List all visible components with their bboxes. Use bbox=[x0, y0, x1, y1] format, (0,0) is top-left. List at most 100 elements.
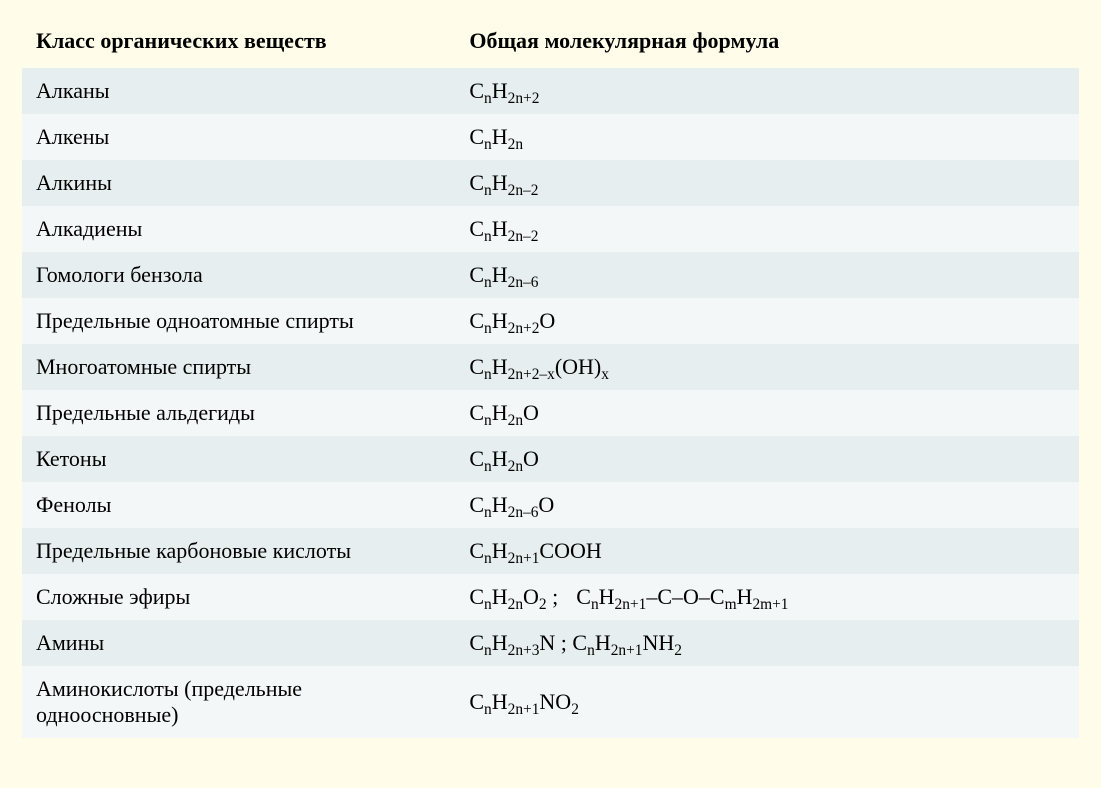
formula-cell: CnH2n+1NO2 bbox=[455, 666, 1079, 738]
formula-subscript: 2n+2 bbox=[508, 90, 540, 107]
formula-subscript: n bbox=[484, 642, 492, 659]
formula-text: H bbox=[492, 630, 508, 655]
formula-text: H bbox=[737, 584, 753, 609]
header-right: Общая молекулярная формула bbox=[455, 18, 1079, 68]
formula-subscript: 2n–6 bbox=[508, 504, 539, 521]
organic-classes-table: Класс органических веществ Общая молекул… bbox=[22, 18, 1079, 738]
formula-subscript: 2n–6 bbox=[508, 274, 539, 291]
formula-subscript: n bbox=[484, 550, 492, 567]
formula-text: H bbox=[492, 170, 508, 195]
formula-text: H bbox=[492, 216, 508, 241]
class-label: Амины bbox=[22, 620, 455, 666]
formula-subscript: 2n+1 bbox=[508, 550, 540, 567]
formula-subscript: n bbox=[591, 596, 599, 613]
formula-text: O bbox=[523, 446, 539, 471]
formula-subscript: n bbox=[587, 642, 595, 659]
formula-cell: CnH2nO2 ;CnH2n+1–C–O–CmH2m+1 bbox=[455, 574, 1079, 620]
formula-subscript: n bbox=[484, 596, 492, 613]
formula-text: C bbox=[469, 492, 484, 517]
formula-text: H bbox=[492, 492, 508, 517]
table-row: Гомологи бензолаCnH2n–6 bbox=[22, 252, 1079, 298]
header-left: Класс органических веществ bbox=[22, 18, 455, 68]
class-label: Предельные одноатомные спирты bbox=[22, 298, 455, 344]
table-row: Алкадиены CnH2n–2 bbox=[22, 206, 1079, 252]
table-row: Аминокислоты (предельные одноосновные) Cn… bbox=[22, 666, 1079, 738]
formula-cell: CnH2nO bbox=[455, 390, 1079, 436]
formula-text: H bbox=[492, 689, 508, 714]
formula-text: H bbox=[492, 308, 508, 333]
formula-cell: CnH2n–6O bbox=[455, 482, 1079, 528]
formula-subscript: n bbox=[484, 366, 492, 383]
formula-cell: CnH2n bbox=[455, 114, 1079, 160]
formula-text: H bbox=[599, 584, 615, 609]
class-label: Аминокислоты (предельные одноосновные) bbox=[22, 666, 455, 738]
formula-text: C bbox=[469, 78, 484, 103]
table-row: АлкиныCnH2n–2 bbox=[22, 160, 1079, 206]
formula-text: H bbox=[492, 584, 508, 609]
class-label: Алкадиены bbox=[22, 206, 455, 252]
formula-text: H bbox=[492, 262, 508, 287]
formula: CnH2n–6 bbox=[469, 262, 538, 287]
formula-subscript: m bbox=[725, 596, 737, 613]
formula-subscript: 2 bbox=[674, 642, 682, 659]
table-row: Предельные одноатомные спиртыCnH2n+2O bbox=[22, 298, 1079, 344]
formula-subscript: 2n+2 bbox=[508, 320, 540, 337]
formula-cell: CnH2nO bbox=[455, 436, 1079, 482]
formula-text: C bbox=[469, 216, 484, 241]
formula-subscript: 2n bbox=[508, 458, 523, 475]
formula-text: H bbox=[492, 78, 508, 103]
formula-cell: CnH2n–6 bbox=[455, 252, 1079, 298]
class-label: Алканы bbox=[22, 68, 455, 114]
formula-text: C bbox=[576, 584, 591, 609]
formula-subscript: 2n–2 bbox=[508, 228, 539, 245]
class-label: Фенолы bbox=[22, 482, 455, 528]
class-label: Сложные эфиры bbox=[22, 574, 455, 620]
formula-text: NH bbox=[642, 630, 674, 655]
formula-text: COOH bbox=[539, 538, 601, 563]
table-row: Предельные карбоновые кислотыCnH2n+1COOH bbox=[22, 528, 1079, 574]
formula-subscript: 2 bbox=[539, 596, 547, 613]
formula: CnH2nO bbox=[469, 446, 539, 471]
class-label: Алкины bbox=[22, 160, 455, 206]
formula-subscript: n bbox=[484, 701, 492, 718]
formula-text: ; bbox=[547, 584, 559, 609]
class-label: Алкены bbox=[22, 114, 455, 160]
formula-text: (OH) bbox=[555, 354, 601, 379]
class-label: Многоатомные спирты bbox=[22, 344, 455, 390]
class-label: Предельные карбоновые кислоты bbox=[22, 528, 455, 574]
formula: CnH2n+1NO2 bbox=[469, 689, 579, 714]
formula-text: H bbox=[492, 446, 508, 471]
formula-text: C bbox=[469, 354, 484, 379]
table-body: АлканыCnH2n+2АлкеныCnH2nАлкиныCnH2n–2Алк… bbox=[22, 68, 1079, 738]
formula-text: NO bbox=[539, 689, 571, 714]
formula-text: H bbox=[492, 400, 508, 425]
formula-subscript: n bbox=[484, 228, 492, 245]
formula: CnH2n+3N ; CnH2n+1NH2 bbox=[469, 630, 682, 655]
formula: CnH2n–6O bbox=[469, 492, 554, 517]
formula: CnH2n+2 bbox=[469, 78, 539, 103]
formula-text: H bbox=[492, 124, 508, 149]
formula-subscript: x bbox=[601, 366, 609, 383]
formula-subscript: n bbox=[484, 182, 492, 199]
formula-text: C bbox=[469, 630, 484, 655]
formula-text: O bbox=[539, 308, 555, 333]
table-header-row: Класс органических веществ Общая молекул… bbox=[22, 18, 1079, 68]
formula-subscript: 2n bbox=[508, 412, 523, 429]
formula: CnH2n bbox=[469, 124, 523, 149]
formula-cell: CnH2n–2 bbox=[455, 206, 1079, 252]
formula-cell: CnH2n+2O bbox=[455, 298, 1079, 344]
table-row: Фенолы CnH2n–6O bbox=[22, 482, 1079, 528]
formula-subscript: 2n+1 bbox=[508, 701, 540, 718]
formula-subscript: 2n–2 bbox=[508, 182, 539, 199]
formula-subscript: 2 bbox=[571, 701, 579, 718]
formula-text: C bbox=[469, 689, 484, 714]
formula: CnH2n–2 bbox=[469, 216, 538, 241]
formula-text: H bbox=[492, 354, 508, 379]
table-row: Алканы CnH2n+2 bbox=[22, 68, 1079, 114]
class-label: Предельные альдегиды bbox=[22, 390, 455, 436]
formula-subscript: n bbox=[484, 504, 492, 521]
formula-text: N ; C bbox=[539, 630, 587, 655]
formula-text: C bbox=[469, 262, 484, 287]
class-label: Кетоны bbox=[22, 436, 455, 482]
table-row: Сложные эфирыCnH2nO2 ;CnH2n+1–C–O–CmH2m+… bbox=[22, 574, 1079, 620]
